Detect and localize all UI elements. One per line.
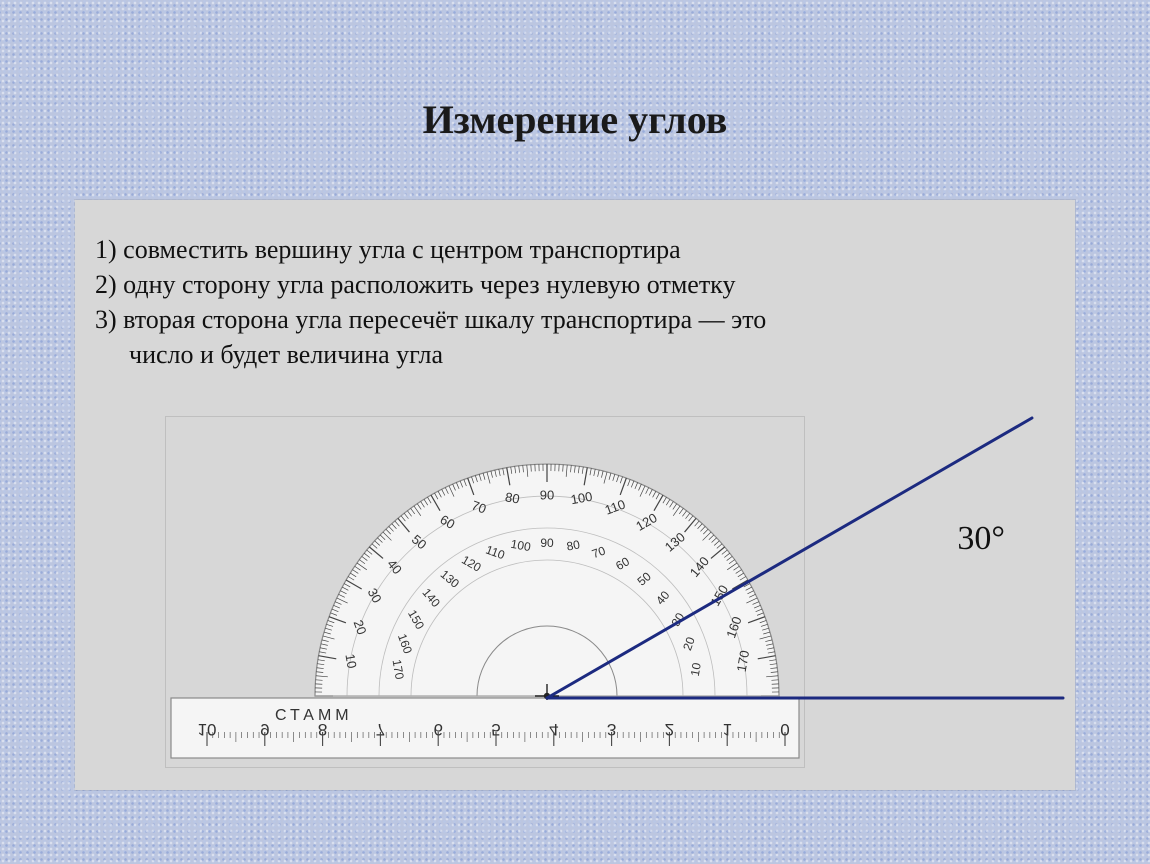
svg-text:80: 80 xyxy=(565,537,581,553)
step-3b: число и будет величина угла xyxy=(95,337,1055,372)
step-2: 2) одну сторону угла расположить через н… xyxy=(95,267,1055,302)
protractor-figure: 1020304050607080901001101201301401501601… xyxy=(165,416,805,768)
angle-value-label: 30° xyxy=(957,520,1005,558)
step-1: 1) совместить вершину угла с центром тра… xyxy=(95,232,1055,267)
svg-text:80: 80 xyxy=(504,489,521,506)
page-title: Измерение углов xyxy=(423,96,728,143)
svg-text:10: 10 xyxy=(688,661,704,677)
step-3a: 3) вторая сторона угла пересечёт шкалу т… xyxy=(95,302,1055,337)
content-panel: 1) совместить вершину угла с центром тра… xyxy=(75,200,1075,790)
protractor-svg: 1020304050607080901001101201301401501601… xyxy=(165,416,805,768)
svg-text:СТАММ: СТАММ xyxy=(275,707,353,724)
steps-block: 1) совместить вершину угла с центром тра… xyxy=(95,232,1055,372)
slide-root: Измерение углов 1) совместить вершину уг… xyxy=(0,0,1150,864)
svg-text:90: 90 xyxy=(540,536,554,550)
title-wrap: Измерение углов xyxy=(0,96,1150,143)
svg-text:90: 90 xyxy=(540,487,554,502)
svg-text:10: 10 xyxy=(342,653,359,670)
